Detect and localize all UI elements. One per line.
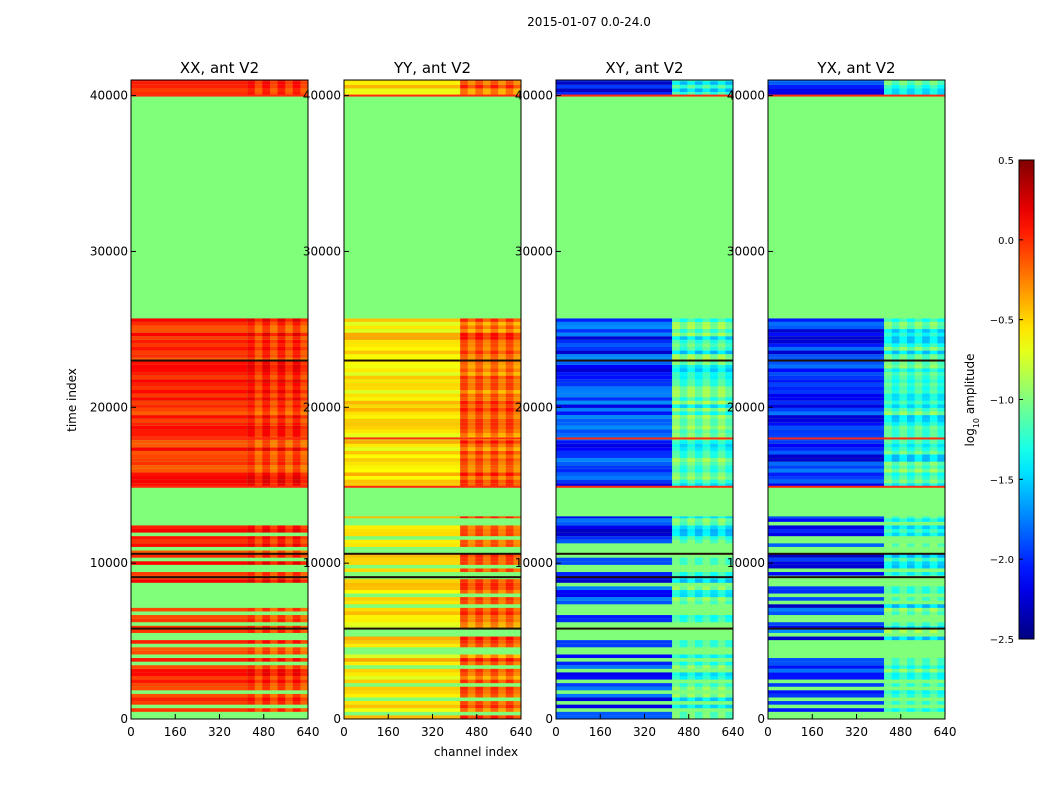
- panel-title: XY, ant V2: [605, 59, 683, 77]
- colorbar-tick-label: −0.5: [990, 316, 1014, 327]
- x-tick-label: 320: [208, 725, 231, 739]
- y-tick-label: 40000: [727, 89, 765, 103]
- figure-title: 2015-01-07 0.0-24.0: [527, 15, 651, 29]
- colorbar: 0.5 0.0 −0.5 −1.0 −1.5 −2.0 −2.5: [990, 156, 1035, 646]
- y-tick-label: 0: [757, 712, 765, 726]
- x-tick-label: 640: [722, 725, 745, 739]
- x-tick-label: 320: [633, 725, 656, 739]
- y-tick-label: 10000: [90, 556, 128, 570]
- y-axis-label: time index: [65, 368, 79, 432]
- x-tick-label: 160: [377, 725, 400, 739]
- flag-line: [131, 552, 308, 555]
- colorbar-label: log10 amplitude: [963, 354, 981, 447]
- x-tick-label: 480: [677, 725, 700, 739]
- panel-3: XY, ant V2 0 160 320 480 640 0 10000 20000 30000 4…: [515, 59, 745, 739]
- y-tick-label: 30000: [515, 244, 553, 258]
- flag-line: [344, 552, 521, 555]
- y-tick-label: 20000: [727, 400, 765, 414]
- x-tick-label: 480: [465, 725, 488, 739]
- flag-line: [344, 94, 521, 97]
- panel-title: XX, ant V2: [180, 59, 259, 77]
- colorbar-tick-label: 0.5: [998, 156, 1014, 167]
- flag-line: [344, 359, 521, 362]
- heatmap-image: [344, 80, 521, 719]
- x-tick-label: 320: [421, 725, 444, 739]
- y-tick-label: 0: [545, 712, 553, 726]
- flag-line: [768, 485, 945, 488]
- y-tick-label: 10000: [303, 556, 341, 570]
- flag-line: [131, 576, 308, 579]
- panels: XX, ant V2 0 160 320 480 640 0 10000 20000 30000 4…: [90, 59, 957, 739]
- heatmap-image: [556, 80, 733, 719]
- flag-line: [344, 576, 521, 579]
- flag-line: [768, 94, 945, 97]
- colorbar-tick-label: −1.5: [990, 475, 1014, 486]
- flag-line: [131, 359, 308, 362]
- x-tick-label: 320: [845, 725, 868, 739]
- flag-line: [768, 576, 945, 579]
- panel-4: YX, ant V2 0 160 320 480 640 0 10000 20000 30000 4…: [727, 59, 957, 739]
- x-tick-label: 640: [297, 725, 320, 739]
- x-tick-label: 480: [889, 725, 912, 739]
- flag-line: [768, 552, 945, 555]
- x-tick-label: 160: [589, 725, 612, 739]
- flag-line: [556, 94, 733, 97]
- flag-line: [131, 437, 308, 440]
- y-tick-label: 40000: [90, 89, 128, 103]
- x-tick-label: 640: [510, 725, 533, 739]
- panel-title: YY, ant V2: [393, 59, 471, 77]
- panel-title: YX, ant V2: [816, 59, 895, 77]
- y-tick-label: 40000: [515, 89, 553, 103]
- flag-line: [768, 627, 945, 630]
- flag-line: [556, 552, 733, 555]
- y-tick-label: 30000: [90, 244, 128, 258]
- flag-line: [556, 437, 733, 440]
- heatmap-image: [131, 80, 308, 719]
- y-tick-label: 20000: [515, 400, 553, 414]
- x-tick-label: 160: [164, 725, 187, 739]
- y-tick-label: 10000: [515, 556, 553, 570]
- flag-line: [556, 485, 733, 488]
- y-tick-label: 20000: [90, 400, 128, 414]
- y-tick-label: 40000: [303, 89, 341, 103]
- flag-line: [768, 437, 945, 440]
- y-tick-label: 30000: [727, 244, 765, 258]
- colorbar-tick-label: −2.0: [990, 555, 1014, 566]
- x-tick-label: 0: [340, 725, 348, 739]
- panel-1: XX, ant V2 0 160 320 480 640 0 10000 20000 30000 4…: [90, 59, 320, 739]
- x-tick-label: 0: [552, 725, 560, 739]
- y-tick-label: 30000: [303, 244, 341, 258]
- flag-line: [131, 485, 308, 488]
- colorbar-tick-label: 0.0: [998, 236, 1014, 247]
- panel-2: YY, ant V2 0 160 320 480 640 0 10000 20000 30000 4…: [303, 59, 533, 739]
- y-tick-label: 20000: [303, 400, 341, 414]
- flag-line: [556, 359, 733, 362]
- x-tick-label: 0: [127, 725, 135, 739]
- x-tick-label: 640: [934, 725, 957, 739]
- y-tick-label: 0: [333, 712, 341, 726]
- flag-line: [344, 627, 521, 630]
- x-axis-label: channel index: [434, 745, 518, 759]
- flag-line: [768, 359, 945, 362]
- heatmap-image: [768, 80, 945, 719]
- flag-line: [344, 485, 521, 488]
- y-tick-label: 10000: [727, 556, 765, 570]
- flag-line: [556, 576, 733, 579]
- x-tick-label: 0: [764, 725, 772, 739]
- colorbar-tick-label: −1.0: [990, 396, 1014, 407]
- colorbar-tick-label: −2.5: [990, 635, 1014, 646]
- x-tick-label: 480: [252, 725, 275, 739]
- flag-line: [131, 627, 308, 630]
- y-tick-label: 0: [120, 712, 128, 726]
- x-tick-label: 160: [801, 725, 824, 739]
- flag-line: [556, 627, 733, 630]
- flag-line: [131, 94, 308, 97]
- flag-line: [344, 437, 521, 440]
